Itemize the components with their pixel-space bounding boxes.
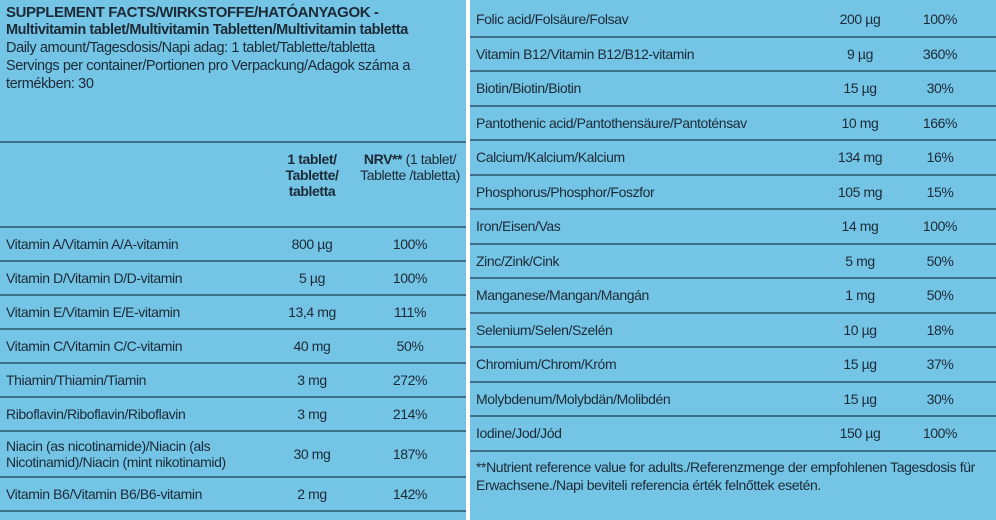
nrv-header: NRV** (1 tablet/ Tablette /tabletta) <box>360 151 460 183</box>
amount: 800 µg <box>291 236 333 252</box>
nrv: 360% <box>922 45 958 62</box>
nrv: 50% <box>396 338 424 354</box>
table-row: Vitamin E/Vitamin E/E-vitamin 13,4 mg 111% <box>0 296 466 330</box>
nutrient-name: Vitamin B6/Vitamin B6/B6-vitamin <box>6 486 202 502</box>
nutrient-name: Zinc/Zink/Cink <box>476 252 560 269</box>
nutrient-name: Molybdenum/Molybdän/Molibdén <box>476 390 671 407</box>
nutrient-name: Niacin (as nicotinamide)/Niacin (als Nic… <box>6 438 226 470</box>
nrv: 30% <box>926 80 954 97</box>
table-row: Pantothenic acid/Pantothensäure/Pantotén… <box>470 107 996 141</box>
nutrient-name: Phosphorus/Phosphor/Foszfor <box>476 183 655 200</box>
table-row: Vitamin A/Vitamin A/A-vitamin 800 µg 100% <box>0 228 466 262</box>
nrv: 100% <box>392 236 428 252</box>
nrv: 100% <box>922 218 958 235</box>
amount: 105 mg <box>837 183 883 200</box>
nutrient-name: Iodine/Jod/Jód <box>476 425 562 442</box>
nrv: 142% <box>392 486 428 502</box>
nutrient-name: Manganese/Mangan/Mangán <box>476 287 649 304</box>
nrv: 166% <box>922 114 958 131</box>
table-row: Vitamin B6/Vitamin B6/B6-vitamin 2 mg 142% <box>0 478 466 512</box>
left-panel: SUPPLEMENT FACTS/WIRKSTOFFE/HATÓANYAGOK … <box>0 0 466 520</box>
amount: 3 mg <box>297 406 327 422</box>
amount: 134 mg <box>837 149 883 166</box>
nrv: 100% <box>392 270 428 286</box>
table-row: Vitamin D/Vitamin D/D-vitamin 5 µg 100% <box>0 262 466 296</box>
amount: 40 mg <box>293 338 331 354</box>
nutrient-name: Biotin/Biotin/Biotin <box>476 80 581 97</box>
amount: 15 µg <box>843 356 877 373</box>
nutrient-name: Chromium/Chrom/Króm <box>476 356 617 373</box>
table-row: Molybdenum/Molybdän/Molibdén 15 µg 30% <box>470 383 996 417</box>
amount: 30 mg <box>293 446 331 462</box>
amount: 2 mg <box>297 486 327 502</box>
nrv: 16% <box>926 149 954 166</box>
nutrient-name: Vitamin A/Vitamin A/A-vitamin <box>6 236 179 252</box>
amount: 14 mg <box>841 218 879 235</box>
table-row: Biotin/Biotin/Biotin 15 µg 30% <box>470 72 996 107</box>
table-row: Vitamin B12/Vitamin B12/B12-vitamin 9 µg 3… <box>470 38 996 72</box>
nrv: 37% <box>926 356 954 373</box>
nrv: 30% <box>926 390 954 407</box>
table-row: Folic acid/Folsäure/Folsav 200 µg 100% <box>470 3 996 38</box>
amount: 15 µg <box>843 80 877 97</box>
table-header: 1 tablet/ Tablette/ tabletta NRV** (1 ta… <box>0 141 466 228</box>
nrv: 15% <box>926 183 954 200</box>
nrv: 50% <box>926 287 954 304</box>
amount: 9 µg <box>847 45 873 62</box>
amount: 10 mg <box>841 114 879 131</box>
amount: 5 µg <box>299 270 325 286</box>
nrv-note: (1 tablet/ Tablette /tabletta) <box>360 151 460 183</box>
nrv: 111% <box>393 304 427 320</box>
table-row: Niacin (as nicotinamide)/Niacin (als Nic… <box>0 432 466 478</box>
amount: 1 mg <box>845 287 875 304</box>
table-row: Selenium/Selen/Szelén 10 µg 18% <box>470 314 996 348</box>
nrv: 18% <box>926 321 954 338</box>
amount: 150 µg <box>839 425 881 442</box>
amount: 13,4 mg <box>288 304 336 320</box>
servings: Servings per container/Portionen pro Ver… <box>6 58 411 92</box>
table-row: Iodine/Jod/Jód 150 µg 100% <box>470 417 996 452</box>
nutrient-name: Vitamin D/Vitamin D/D-vitamin <box>6 270 183 286</box>
nutrient-name: Thiamin/Thiamin/Tiamin <box>6 372 147 388</box>
amount: 200 µg <box>839 11 881 28</box>
right-panel: **Nutrient reference value for adults./R… <box>470 0 996 520</box>
table-row: Chromium/Chrom/Króm 15 µg 37% <box>470 348 996 383</box>
nutrient-name: Riboflavin/Riboflavin/Riboflavin <box>6 406 186 422</box>
nutrient-name: Vitamin C/Vitamin C/C-vitamin <box>6 338 183 354</box>
nrv: 100% <box>922 11 958 28</box>
subtitle: Multivitamin tablet/Multivitamin Tablett… <box>6 22 408 38</box>
nrv: 187% <box>392 446 428 462</box>
amount-header: 1 tablet/ Tablette/ tabletta <box>285 151 339 199</box>
table-row: Manganese/Mangan/Mangán 1 mg 50% <box>470 279 996 314</box>
nutrient-name: Pantothenic acid/Pantothensäure/Pantotén… <box>476 114 747 131</box>
amount: 5 mg <box>845 252 875 269</box>
nrv: 214% <box>392 406 428 422</box>
table-row: Iron/Eisen/Vas 14 mg 100% <box>470 210 996 245</box>
nutrient-name: Iron/Eisen/Vas <box>476 218 561 235</box>
amount: 10 µg <box>843 321 877 338</box>
table-row: Calcium/Kalcium/Kalcium 134 mg 16% <box>470 141 996 176</box>
nrv: 272% <box>392 372 428 388</box>
footnote: **Nutrient reference value for adults./R… <box>476 459 975 493</box>
nutrient-name: Calcium/Kalcium/Kalcium <box>476 149 625 166</box>
table-row: Phosphorus/Phosphor/Foszfor 105 mg 15% <box>470 176 996 210</box>
table-row: Vitamin C/Vitamin C/C-vitamin 40 mg 50% <box>0 330 466 364</box>
amount: 15 µg <box>843 390 877 407</box>
title: SUPPLEMENT FACTS/WIRKSTOFFE/HATÓANYAGOK … <box>6 4 379 21</box>
nutrient-name: Vitamin B12/Vitamin B12/B12-vitamin <box>476 45 695 62</box>
nutrient-name: Vitamin E/Vitamin E/E-vitamin <box>6 304 180 320</box>
nutrient-name: Selenium/Selen/Szelén <box>476 321 613 338</box>
nrv: 100% <box>922 425 958 442</box>
nrv-label: NRV** <box>363 151 403 167</box>
table-row: Zinc/Zink/Cink 5 mg 50% <box>470 245 996 279</box>
daily-amount: Daily amount/Tagesdosis/Napi adag: 1 tab… <box>6 40 375 56</box>
table-row: Riboflavin/Riboflavin/Riboflavin 3 mg 214% <box>0 398 466 432</box>
header: SUPPLEMENT FACTS/WIRKSTOFFE/HATÓANYAGOK … <box>6 4 461 93</box>
table-row: Thiamin/Thiamin/Tiamin 3 mg 272% <box>0 364 466 398</box>
nrv: 50% <box>926 252 954 269</box>
nutrient-name: Folic acid/Folsäure/Folsav <box>476 11 629 28</box>
amount: 3 mg <box>297 372 327 388</box>
